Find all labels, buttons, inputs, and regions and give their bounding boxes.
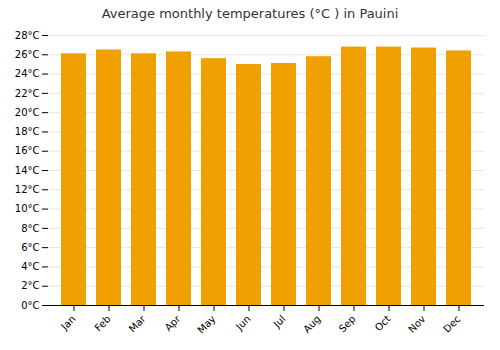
svg-text:Feb: Feb — [92, 313, 112, 333]
svg-text:2°C: 2°C — [21, 280, 39, 291]
svg-text:May: May — [195, 313, 217, 335]
svg-text:14°C: 14°C — [15, 165, 40, 176]
svg-text:6°C: 6°C — [21, 242, 39, 253]
svg-text:Sep: Sep — [337, 313, 358, 334]
svg-text:10°C: 10°C — [15, 203, 40, 214]
svg-text:Jun: Jun — [233, 313, 253, 333]
svg-text:Oct: Oct — [373, 313, 393, 333]
svg-text:Apr: Apr — [163, 313, 184, 334]
svg-text:18°C: 18°C — [15, 126, 40, 137]
svg-text:Jan: Jan — [58, 313, 77, 332]
svg-text:26°C: 26°C — [15, 49, 40, 60]
svg-text:4°C: 4°C — [21, 261, 39, 272]
svg-text:0°C: 0°C — [21, 300, 39, 311]
svg-text:24°C: 24°C — [15, 68, 40, 79]
svg-text:Nov: Nov — [406, 313, 428, 335]
svg-text:Mar: Mar — [127, 313, 149, 335]
svg-text:Aug: Aug — [301, 313, 323, 335]
svg-text:16°C: 16°C — [15, 145, 40, 156]
svg-text:22°C: 22°C — [15, 88, 40, 99]
svg-text:28°C: 28°C — [15, 30, 40, 41]
svg-text:Jul: Jul — [271, 313, 288, 330]
svg-text:Dec: Dec — [441, 313, 462, 334]
svg-text:8°C: 8°C — [21, 223, 39, 234]
svg-text:12°C: 12°C — [15, 184, 40, 195]
svg-text:20°C: 20°C — [15, 107, 40, 118]
html-text:Average monthly temperatures (: Average monthly temperatures (°C ) in Pa… — [101, 6, 399, 21]
